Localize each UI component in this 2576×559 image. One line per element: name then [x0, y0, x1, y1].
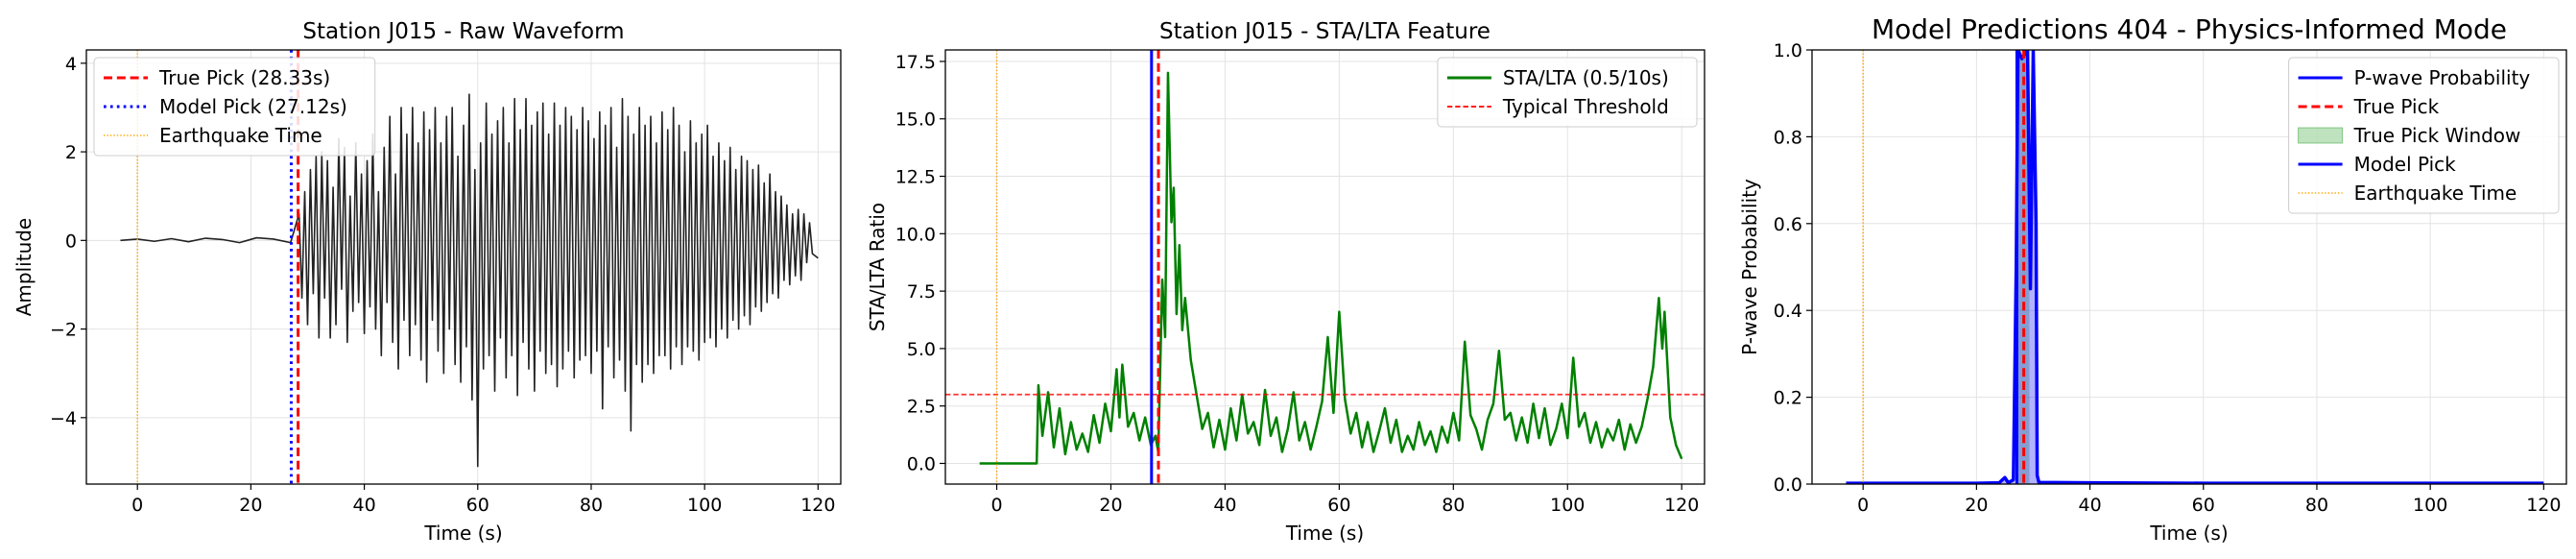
legend-label: P-wave Probability [2354, 66, 2531, 89]
legend-box [93, 57, 376, 157]
legend-label: Model Pick [2354, 153, 2457, 176]
legend: True Pick (28.33s) Model Pick (27.12s) Ear… [93, 57, 376, 157]
x-tick-label: 0 [1857, 495, 1869, 516]
chart-title: Station J015 - STA/LTA Feature [1159, 19, 1491, 44]
y-axis-label: Amplitude [12, 218, 36, 317]
x-tick-label: 60 [466, 495, 489, 516]
chart-panel-3: 0 20 40 60 80 100 120 0.0 0.2 0.4 0.6 0.8 1.0 Model P… [1738, 13, 2567, 545]
x-axis-label: Time (s) [423, 522, 502, 545]
y-tick-label: 5.0 [907, 339, 936, 360]
x-tick-label: 120 [1664, 495, 1699, 516]
axes-frame [1811, 49, 2567, 485]
y-tick-label: 2.5 [907, 397, 936, 418]
y-tick-label: −2 [50, 320, 77, 341]
chart-panel-2: 0 20 40 60 80 100 120 0.0 2.5 5.0 7.5 10.0 12.5 15.0 1… [866, 19, 1705, 545]
y-tick-label: −4 [50, 408, 77, 429]
y-tick-label: 0.0 [907, 453, 936, 474]
legend-label: Earthquake Time [2354, 182, 2517, 205]
axes-frame [85, 49, 842, 485]
y-tick-label: 1.0 [1774, 40, 1802, 61]
x-tick-label: 60 [2192, 495, 2215, 516]
y-tick-label: 0.6 [1774, 214, 1802, 235]
legend: STA/LTA (0.5/10s) Typical Threshold [1437, 57, 1698, 128]
y-tick-label: 2 [65, 142, 77, 163]
x-tick-label: 120 [2526, 495, 2561, 516]
y-tick-label: 10.0 [895, 224, 936, 245]
chart-title: Station J015 - Raw Waveform [302, 19, 624, 44]
x-tick-label: 80 [1442, 495, 1465, 516]
legend-label: True Pick [2353, 95, 2440, 118]
legend-label: True Pick (28.33s) [158, 66, 330, 89]
series-line-1 [979, 71, 1683, 465]
axes-frame [944, 49, 1705, 485]
legend: P-wave Probability True Pick True Pick Win… [2288, 57, 2560, 214]
chart-title: Model Predictions 404 - Physics-Informed… [1872, 13, 2507, 45]
x-tick-label: 20 [1965, 495, 1988, 516]
x-tick-label: 100 [687, 495, 722, 516]
legend-label: STA/LTA (0.5/10s) [1503, 66, 1669, 89]
x-tick-label: 40 [1213, 495, 1236, 516]
x-tick-label: 60 [1327, 495, 1350, 516]
y-tick-label: 0 [65, 231, 77, 252]
y-tick-label: 12.5 [895, 167, 936, 188]
legend-label: Typical Threshold [1502, 95, 1669, 118]
x-tick-label: 0 [131, 495, 143, 516]
y-tick-label: 0.0 [1774, 474, 1802, 496]
legend-label: True Pick Window [2353, 124, 2521, 147]
legend-box [2288, 57, 2560, 214]
y-tick-label: 7.5 [907, 281, 936, 303]
y-axis-label: STA/LTA Ratio [866, 203, 889, 331]
chart-panel-1: 0 20 40 60 80 100 120 −4 −2 0 2 4 Station J015 - Raw… [12, 19, 842, 545]
x-tick-label: 100 [2413, 495, 2447, 516]
x-tick-label: 20 [1099, 495, 1122, 516]
legend-label: Earthquake Time [159, 124, 322, 147]
x-tick-label: 100 [1550, 495, 1585, 516]
x-tick-label: 40 [2078, 495, 2101, 516]
series-line-1 [1846, 50, 2544, 484]
x-tick-label: 20 [239, 495, 262, 516]
y-tick-label: 0.8 [1774, 127, 1802, 148]
legend-label: Model Pick (27.12s) [159, 95, 347, 118]
x-tick-label: 0 [990, 495, 1002, 516]
probability-area [1846, 50, 2544, 484]
x-tick-label: 80 [580, 495, 603, 516]
x-tick-label: 120 [800, 495, 835, 516]
x-tick-label: 80 [2305, 495, 2328, 516]
plot-area [1846, 50, 2544, 484]
x-tick-label: 40 [352, 495, 375, 516]
x-axis-label: Time (s) [1285, 522, 1364, 545]
y-tick-label: 0.4 [1774, 301, 1802, 322]
x-axis-label: Time (s) [2149, 522, 2228, 545]
plot-area [945, 50, 1705, 484]
y-tick-label: 15.0 [895, 109, 936, 131]
legend-box [1437, 57, 1698, 128]
y-tick-label: 17.5 [895, 52, 936, 73]
series-line-1 [120, 93, 819, 468]
y-tick-label: 4 [65, 54, 77, 75]
legend-swatch [2298, 127, 2344, 144]
y-axis-label: P-wave Probability [1738, 179, 1761, 355]
y-tick-label: 0.2 [1774, 388, 1802, 409]
